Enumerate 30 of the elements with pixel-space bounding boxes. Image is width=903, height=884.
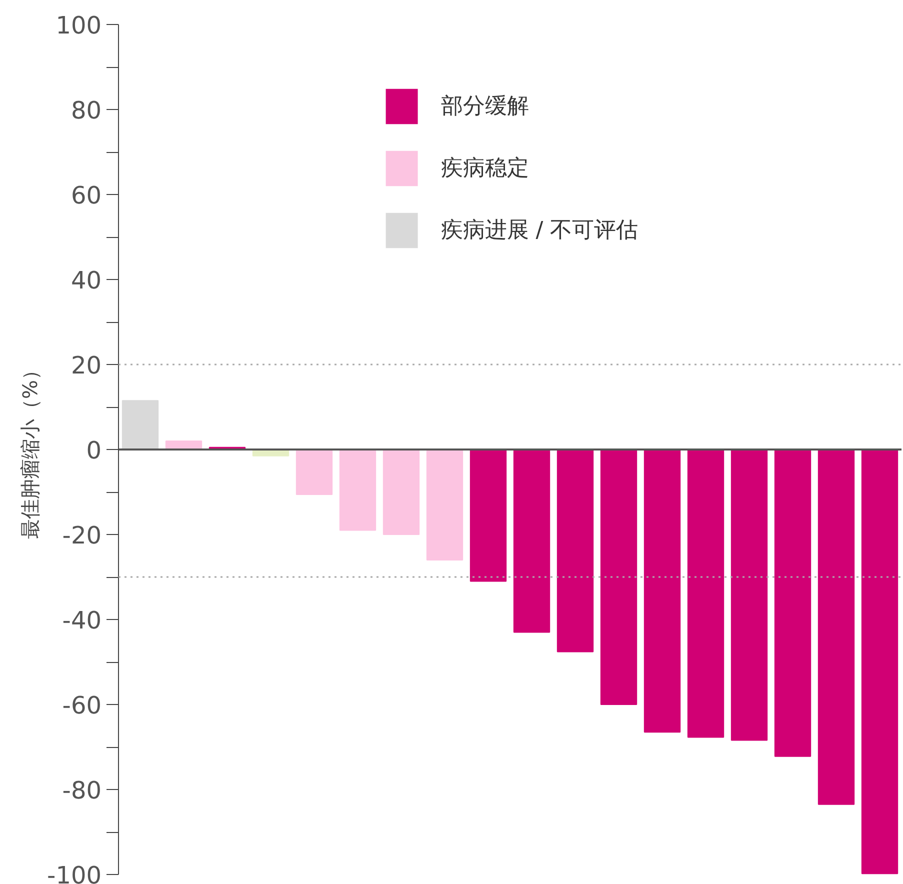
y-tick-label: -80	[62, 776, 102, 804]
bar	[382, 449, 420, 535]
legend-label: 疾病稳定	[440, 155, 529, 183]
bar	[730, 449, 768, 741]
bar	[644, 449, 681, 733]
y-tick-label: -20	[62, 522, 102, 550]
y-tick-label: -40	[62, 606, 102, 634]
y-tick-label: -60	[62, 692, 102, 720]
legend-label: 部分缓解	[440, 93, 529, 121]
bar	[122, 400, 159, 450]
bar	[513, 449, 550, 633]
y-axis-title: 最佳肿瘤缩小（%）	[18, 360, 42, 539]
y-tick-label: 20	[70, 352, 102, 380]
bar	[861, 449, 898, 874]
bar	[600, 449, 638, 705]
bar	[818, 449, 855, 805]
bar	[339, 449, 376, 531]
legend-label: 疾病进展 / 不可评估	[440, 217, 638, 245]
y-tick-label: 100	[56, 12, 102, 40]
y-tick-label: 40	[70, 266, 102, 294]
bar	[470, 449, 507, 582]
y-tick-label: 80	[70, 96, 102, 124]
bar	[556, 449, 594, 652]
bar	[426, 449, 464, 560]
y-tick-label: 60	[70, 182, 102, 210]
bar	[774, 449, 812, 757]
bar	[687, 449, 724, 738]
y-tick-label: -100	[47, 862, 102, 884]
y-tick-label: 0	[86, 436, 102, 464]
bar	[296, 449, 333, 496]
